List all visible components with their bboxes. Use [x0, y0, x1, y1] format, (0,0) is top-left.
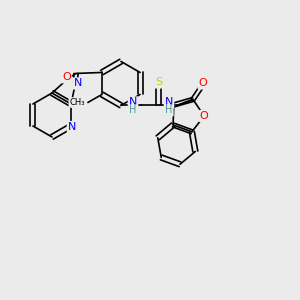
Text: N: N	[165, 98, 173, 107]
Text: S: S	[155, 77, 163, 88]
Text: N: N	[129, 98, 137, 107]
Text: N: N	[74, 79, 82, 88]
Text: H: H	[165, 106, 173, 116]
Text: N: N	[68, 122, 76, 132]
Text: H: H	[129, 106, 137, 116]
Text: O: O	[62, 72, 71, 82]
Text: CH₃: CH₃	[69, 98, 85, 107]
Text: O: O	[200, 111, 208, 121]
Text: O: O	[199, 79, 207, 88]
